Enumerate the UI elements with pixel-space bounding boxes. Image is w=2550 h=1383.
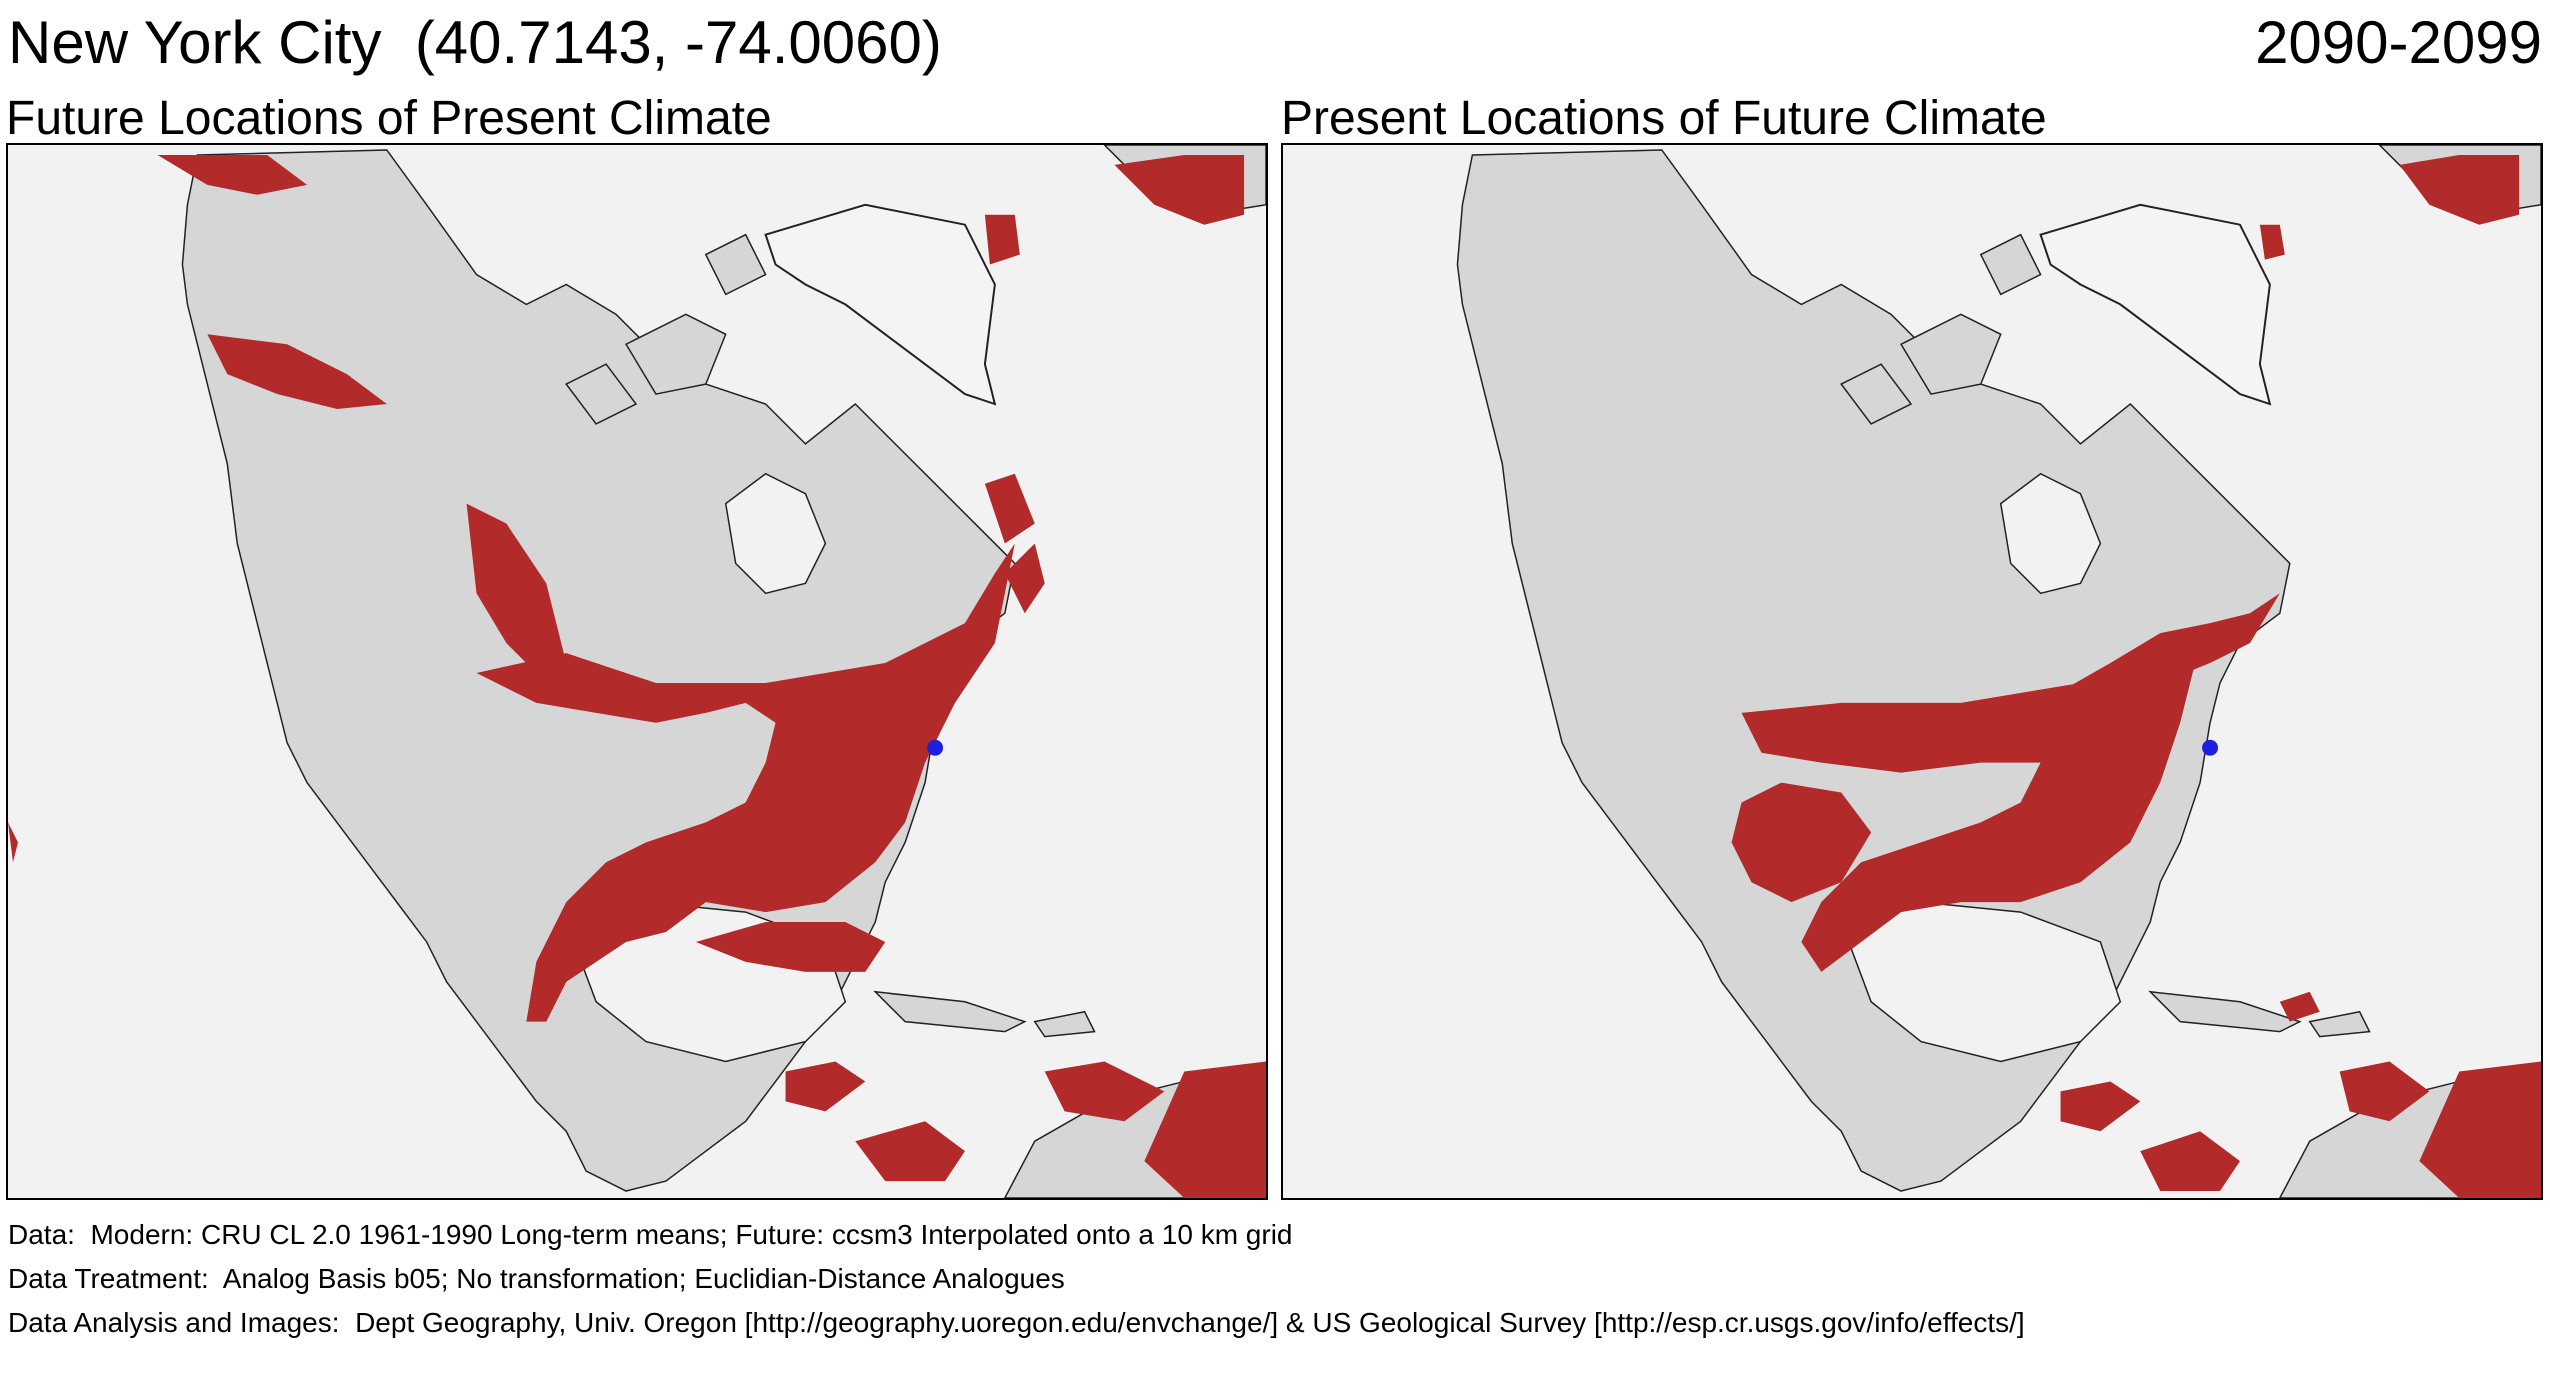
north-america-landmass: [1456, 149, 2291, 1192]
arctic-islands: [565, 233, 767, 425]
time-period-label: 2090-2099: [2255, 9, 2542, 76]
hudson-bay: [724, 472, 827, 595]
greenland: [2039, 203, 2272, 406]
arctic-islands: [1840, 233, 2042, 425]
footer-data-line: Data: Modern: CRU CL 2.0 1961-1990 Long-…: [8, 1219, 1293, 1250]
caribbean-islands: [873, 990, 1096, 1038]
footer-treatment-line: Data Treatment: Analog Basis b05; No tra…: [8, 1263, 1065, 1294]
future-locations-map-svg: [8, 145, 1266, 1198]
present-locations-map: [1281, 143, 2543, 1200]
analog-climate-areas: [8, 154, 1266, 1198]
map-location-title: New York City (40.7143, -74.0060): [8, 9, 942, 76]
site-marker-icon: [2202, 739, 2219, 756]
analog-climate-areas: [1731, 154, 2541, 1198]
caribbean-islands: [2148, 990, 2371, 1038]
hudson-bay: [1999, 472, 2102, 595]
site-marker-icon: [927, 739, 944, 756]
left-panel-title: Future Locations of Present Climate: [6, 92, 772, 145]
footer-analysis-line: Data Analysis and Images: Dept Geography…: [8, 1307, 2025, 1338]
future-locations-map: [6, 143, 1268, 1200]
greenland: [764, 203, 997, 406]
right-panel-title: Present Locations of Future Climate: [1281, 92, 2047, 145]
present-locations-map-svg: [1456, 145, 2541, 1198]
gulf-of-mexico: [1840, 901, 2122, 1063]
